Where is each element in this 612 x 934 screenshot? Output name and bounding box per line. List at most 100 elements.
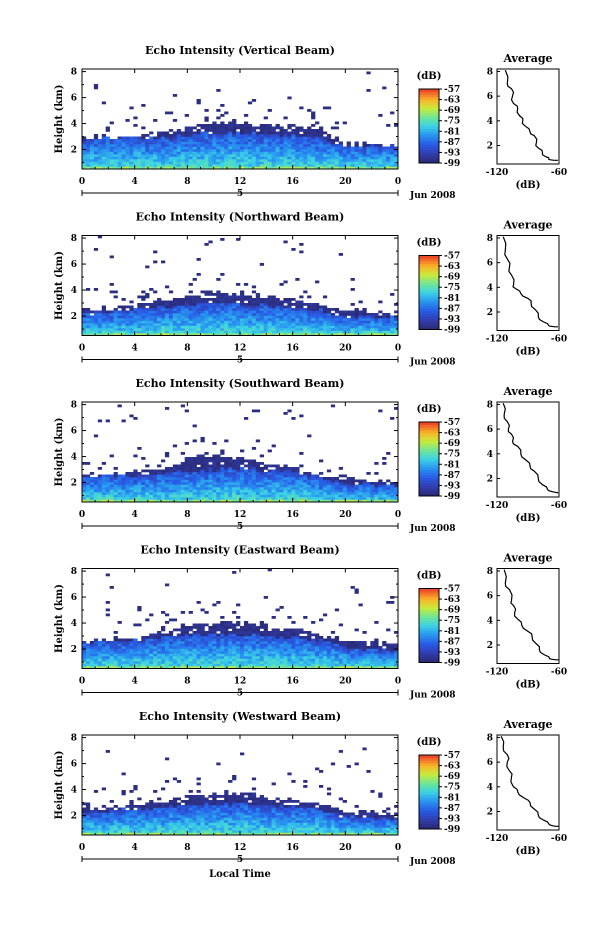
heatmap-cell — [366, 316, 370, 319]
heatmap-cell — [216, 301, 220, 304]
heatmap-cell — [386, 452, 390, 455]
heatmap-cell — [145, 497, 149, 500]
heatmap-cell — [252, 137, 256, 140]
heatmap-cell — [319, 152, 323, 155]
heatmap-cell — [129, 311, 133, 314]
heatmap-cell — [366, 654, 370, 657]
heatmap-cell — [311, 621, 315, 624]
heatmap-cell — [351, 480, 355, 483]
heatmap-cell — [173, 152, 177, 155]
heatmap-cell — [129, 485, 133, 488]
heatmap-cell — [197, 629, 201, 632]
heatmap-cell — [315, 152, 319, 155]
heatmap-cell — [125, 487, 129, 490]
heatmap-cell — [197, 258, 201, 261]
heatmap-cell — [137, 144, 141, 147]
heatmap-cell — [173, 644, 177, 647]
heatmap-cell — [299, 492, 303, 495]
heatmap-cell — [181, 323, 185, 326]
heatmap-cell — [94, 492, 98, 495]
colorbar-segment — [419, 105, 439, 108]
heatmap-cell — [232, 127, 236, 130]
heatmap-cell — [177, 475, 181, 478]
heatmap-cell — [359, 149, 363, 152]
colorbar-segment — [419, 152, 439, 155]
heatmap-cell — [208, 293, 212, 296]
heatmap-cell — [307, 129, 311, 132]
heatmap-cell — [260, 321, 264, 324]
heatmap-cell — [272, 470, 276, 473]
heatmap-cell — [295, 152, 299, 155]
heatmap-cell — [287, 644, 291, 647]
heatmap-cell — [161, 490, 165, 493]
heatmap-cell — [181, 634, 185, 637]
heatmap-cell — [173, 132, 177, 135]
heatmap-cell — [343, 154, 347, 157]
colorbar-segment — [419, 287, 439, 290]
heatmap-cell — [197, 644, 201, 647]
heatmap-cell — [327, 470, 331, 473]
heatmap-cell — [283, 649, 287, 652]
heatmap-cell — [122, 306, 126, 309]
heatmap-cell — [362, 664, 366, 667]
heatmap-cell — [303, 164, 307, 167]
heatmap-cell — [177, 656, 181, 659]
heatmap-cell — [366, 72, 370, 75]
colorbar-segment — [419, 108, 439, 111]
heatmap-cell — [169, 487, 173, 490]
heatmap-cell — [343, 654, 347, 657]
colorbar-segment — [419, 448, 439, 451]
heatmap-cell — [268, 308, 272, 311]
heatmap-cell — [197, 318, 201, 321]
heatmap-cell — [303, 134, 307, 137]
heatmap-cell — [339, 661, 343, 664]
heatmap-cell — [106, 311, 110, 314]
heatmap-cell — [244, 152, 248, 155]
heatmap-cell — [291, 631, 295, 634]
heatmap-cell — [319, 129, 323, 132]
heatmap-cell — [114, 482, 118, 485]
heatmap-cell — [216, 89, 220, 92]
heatmap-cell — [268, 482, 272, 485]
heatmap-cell — [327, 326, 331, 329]
heatmap-cell — [256, 157, 260, 160]
heatmap-cell — [181, 147, 185, 150]
heatmap-cell — [90, 482, 94, 485]
heatmap-cell — [355, 654, 359, 657]
heatmap-cell — [307, 144, 311, 147]
heatmap-cell — [378, 321, 382, 324]
heatmap-cell — [125, 316, 129, 319]
heatmap-cell — [276, 137, 280, 140]
heatmap-cell — [244, 283, 248, 286]
heatmap-cell — [197, 626, 201, 629]
heatmap-cell — [201, 475, 205, 478]
heatmap-cell — [299, 465, 303, 468]
heatmap-cell — [169, 634, 173, 637]
heatmap-cell — [303, 147, 307, 150]
heatmap-cell — [236, 127, 240, 130]
heatmap-cell — [355, 497, 359, 500]
heatmap-cell — [82, 142, 86, 145]
heatmap-cell — [185, 162, 189, 165]
heatmap-cell — [283, 467, 287, 470]
heatmap-cell — [173, 154, 177, 157]
heatmap-cell — [244, 659, 248, 662]
heatmap-cell — [355, 142, 359, 145]
heatmap-cell — [228, 626, 232, 629]
heatmap-cell — [220, 147, 224, 150]
heatmap-cell — [244, 164, 248, 167]
colorbar-label: -93 — [444, 315, 460, 325]
heatmap-cell — [169, 480, 173, 483]
heatmap-cell — [177, 162, 181, 165]
heatmap-cell — [216, 311, 220, 314]
heatmap-cell — [98, 659, 102, 662]
heatmap-cell — [264, 467, 268, 470]
heatmap-cell — [295, 157, 299, 160]
xtick-label: 4 — [132, 510, 138, 520]
heatmap-cell — [287, 328, 291, 331]
heatmap-cell — [212, 159, 216, 162]
heatmap-cell — [141, 137, 145, 140]
colorbar-segment — [419, 311, 439, 314]
heatmap-cell — [169, 291, 173, 294]
heatmap-cell — [374, 621, 378, 624]
